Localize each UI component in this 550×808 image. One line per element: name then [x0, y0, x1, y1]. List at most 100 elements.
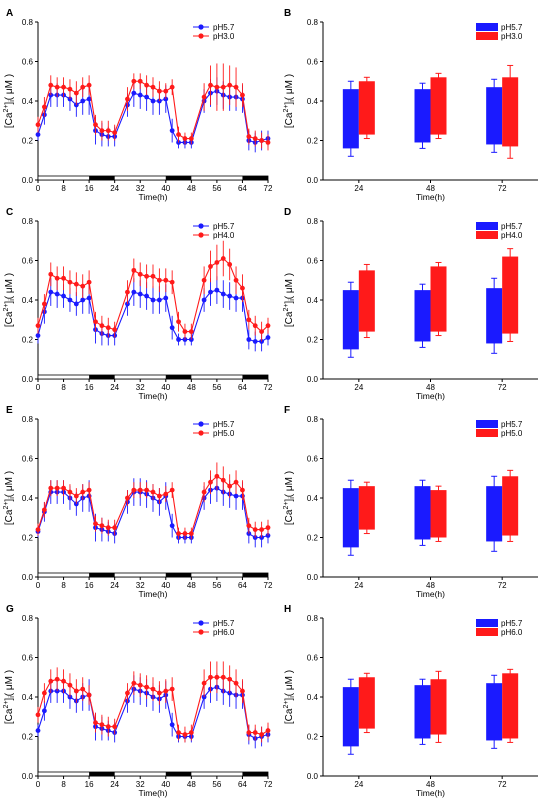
- panel-g-point-treatment: [112, 724, 118, 730]
- panel-f-legend-label: pH5.0: [501, 429, 523, 438]
- panel-a-point-treatment: [265, 140, 271, 145]
- panel-g-point-treatment: [73, 688, 79, 694]
- panel-c-point-treatment: [182, 329, 188, 334]
- panel-a-x-tick-label: 56: [212, 184, 221, 193]
- panel-a-x-tick-label: 0: [36, 184, 41, 193]
- panel-a-y-tick-label: 0.4: [22, 97, 34, 106]
- panel-a-x-tick-label: 8: [61, 184, 66, 193]
- panel-e-ylabel-sup: 2+: [3, 502, 10, 510]
- panel-c-point-treatment: [99, 323, 105, 329]
- panel-b-x-tick-label: 48: [426, 184, 435, 193]
- panel-d-bar-control: [486, 288, 503, 344]
- panel-f-legend-swatch: [476, 420, 498, 428]
- panel-c-y-tick-label: 0.2: [22, 336, 34, 345]
- panel-h-ylabel-sub: i: [289, 696, 296, 698]
- panel-h-y-tick-label: 0.8: [307, 614, 319, 623]
- panel-c-light-dark-bar: [37, 374, 269, 380]
- panel-b-ylabel-sup: 2+: [283, 105, 290, 113]
- panel-h-legend-label: pH5.7: [501, 619, 523, 628]
- panel-e-point-treatment: [41, 507, 47, 513]
- panel-a-point-control: [144, 94, 150, 100]
- panel-e-point-treatment: [227, 483, 233, 489]
- panel-b-y-tick-label: 0.8: [307, 18, 319, 27]
- panel-f-bar-treatment: [358, 486, 375, 530]
- panel-d-letter: D: [284, 207, 291, 218]
- panel-a-ylabel-sub: i: [9, 100, 16, 102]
- panel-d-x-tick-label: 48: [426, 383, 435, 392]
- panel-g-x-tick-label: 56: [212, 780, 221, 789]
- panel-e-point-treatment: [176, 531, 181, 536]
- panel-f-x-tick-label: 48: [426, 581, 435, 590]
- panel-c-y-tick-label: 0.4: [22, 296, 34, 305]
- panel-g-point-treatment: [125, 690, 130, 696]
- panel-f-legend-swatch: [476, 429, 498, 437]
- panel-c-point-control: [176, 337, 181, 342]
- panel-a-point-control: [86, 96, 92, 102]
- panel-a-point-control: [80, 98, 86, 104]
- panel-f-x-tick-label: 24: [354, 581, 363, 590]
- panel-b: B 0.0 0.2 0.4 0.6 0.8 [Ca2+]i( μM ) 24 48 72 Time(…: [283, 8, 538, 202]
- panel-h-x-tick-label: 48: [426, 780, 435, 789]
- panel-e-point-treatment: [131, 487, 137, 493]
- panel-c-point-treatment: [214, 260, 220, 265]
- panel-f-ylabel-sub: i: [289, 497, 296, 499]
- panel-h-legend-label: pH6.0: [501, 628, 523, 637]
- panel-e-dark-period: [242, 573, 268, 577]
- panel-a-point-treatment: [41, 104, 47, 110]
- panel-f-ylabel-part: ( μM ): [284, 471, 295, 497]
- panel-e-dark-period: [89, 573, 115, 577]
- panel-e-x-tick-label: 48: [187, 581, 196, 590]
- panel-h-bar-treatment: [430, 679, 447, 735]
- panel-c-x-tick-label: 16: [85, 383, 94, 392]
- panel-c-point-treatment: [131, 267, 137, 273]
- panel-c-point-control: [54, 291, 60, 297]
- panel-e-point-treatment: [233, 479, 239, 485]
- panel-a-point-treatment: [99, 128, 105, 134]
- panel-e-y-tick-label: 0.6: [22, 455, 34, 464]
- panel-a-point-treatment: [125, 96, 130, 102]
- panel-e-point-treatment: [99, 523, 105, 529]
- panel-g-ylabel-part: [Ca: [4, 708, 15, 724]
- panel-c-x-tick-label: 72: [264, 383, 273, 392]
- panel-g-x-tick-label: 24: [110, 780, 119, 789]
- panel-e-legend-label: pH5.7: [213, 420, 235, 429]
- panel-g-y-tick-label: 0.8: [22, 614, 34, 623]
- panel-d-bar-treatment: [502, 256, 519, 334]
- panel-a-point-treatment: [188, 136, 194, 141]
- panel-e-legend-label: pH5.0: [213, 429, 235, 438]
- panel-c-legend-marker: [198, 223, 204, 229]
- panel-b-bar-control: [342, 89, 359, 149]
- panel-b-ylabel-part: [Ca: [284, 112, 295, 128]
- panel-c-point-treatment: [67, 279, 73, 285]
- panel-a-point-treatment: [252, 136, 258, 141]
- panel-f-bar-control: [486, 486, 503, 542]
- panel-g-point-treatment: [169, 686, 175, 692]
- panel-b-letter: B: [284, 8, 291, 19]
- panel-e-ylabel-sub: i: [9, 497, 16, 499]
- panel-g-ylabel-part: ( μM ): [4, 670, 15, 696]
- panel-g-point-treatment: [214, 674, 220, 680]
- panel-c-point-treatment: [201, 277, 207, 283]
- panel-b-x-axis-label: Time(h): [416, 192, 445, 202]
- panel-e-y-tick-label: 0.8: [22, 415, 34, 424]
- panel-a-point-treatment: [246, 134, 252, 139]
- panel-e-point-treatment: [156, 493, 162, 499]
- panel-e-x-tick-label: 64: [238, 581, 247, 590]
- panel-e-ylabel-part: ]: [4, 499, 15, 502]
- panel-d-bar-treatment: [430, 266, 447, 332]
- panel-c-dark-period: [165, 375, 192, 379]
- panel-e-ylabel-part: ( μM ): [4, 471, 15, 497]
- panel-h: H 0.0 0.2 0.4 0.6 0.8 [Ca2+]i( μM ) 24 48 72 Time(…: [283, 604, 538, 798]
- panel-c-point-treatment: [125, 289, 130, 295]
- panel-c-point-treatment: [41, 301, 47, 307]
- panel-b-legend-label: pH3.0: [501, 32, 523, 41]
- panel-e-letter: E: [6, 405, 13, 416]
- panel-g-point-treatment: [240, 688, 245, 694]
- panel-g-point-control: [41, 708, 47, 714]
- panel-h-legend-swatch: [476, 628, 498, 636]
- panel-h-legend-swatch: [476, 619, 498, 627]
- panel-h-y-axis-label: [Ca2+]i( μM ): [283, 670, 296, 724]
- panel-g-point-treatment: [246, 730, 252, 735]
- panel-g-point-treatment: [86, 692, 92, 698]
- panel-c-y-axis-label: [Ca2+]i( μM ): [3, 273, 16, 327]
